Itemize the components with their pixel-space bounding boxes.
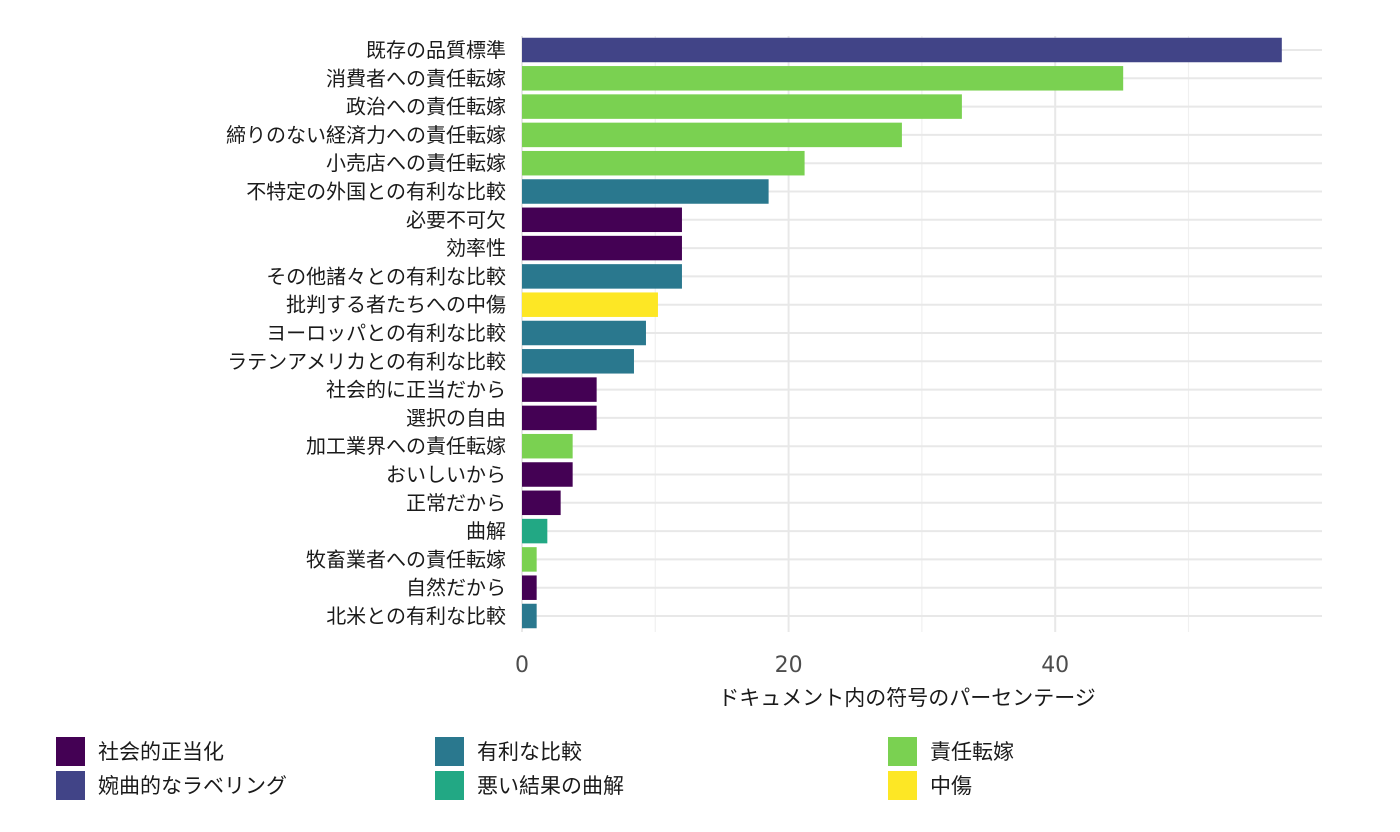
x-tick-label: 0 — [515, 653, 529, 678]
legend-swatch — [435, 737, 464, 766]
legend-label: 有利な比較 — [477, 740, 582, 764]
category-label: 自然だから — [406, 576, 506, 600]
category-label: 締りのない経済力への責任転嫁 — [226, 123, 506, 147]
legend-label: 社会的正当化 — [98, 740, 224, 764]
bar — [522, 433, 573, 459]
category-label: 正常だから — [406, 491, 506, 515]
category-label: その他諸々との有利な比較 — [266, 264, 506, 288]
category-label: 曲解 — [466, 519, 506, 543]
category-label: 効率性 — [446, 236, 506, 260]
x-tick-layer: 0 20 40 — [515, 653, 1069, 678]
category-label: ラテンアメリカとの有利な比較 — [227, 349, 506, 373]
bar — [522, 575, 537, 600]
legend-label: 悪い結果の曲解 — [477, 774, 624, 798]
legend-swatch — [56, 771, 85, 800]
category-label: 必要不可欠 — [406, 208, 506, 232]
bar — [522, 377, 597, 402]
bar — [522, 179, 769, 204]
bar — [522, 462, 573, 487]
category-label: 北米との有利な比較 — [326, 604, 506, 628]
bar — [522, 94, 962, 119]
category-label-layer: 既存の品質標準消費者への責任転嫁政治への責任転嫁締りのない経済力への責任転嫁小売… — [226, 38, 506, 628]
bar — [522, 37, 1282, 63]
bar — [522, 349, 634, 374]
category-label: 批判する者たちへの中傷 — [286, 293, 506, 317]
bar — [522, 547, 537, 572]
bar — [522, 320, 646, 346]
bar — [522, 405, 597, 431]
legend-label: 婉曲的なラベリング — [98, 774, 287, 798]
bar — [522, 490, 561, 516]
x-tick-label: 40 — [1041, 653, 1069, 678]
category-label: 牧畜業者への責任転嫁 — [306, 547, 506, 571]
category-label: 小売店への責任転嫁 — [326, 151, 506, 175]
category-label: 不特定の外国との有利な比較 — [246, 180, 506, 204]
legend-swatch — [888, 771, 917, 800]
bar — [522, 603, 537, 629]
category-label: 消費者への責任転嫁 — [326, 66, 506, 90]
bar — [522, 66, 1124, 91]
legend-label: 責任転嫁 — [930, 740, 1014, 764]
bar — [522, 235, 682, 261]
bar — [522, 150, 805, 176]
bar — [522, 264, 682, 289]
category-label: おいしいから — [386, 463, 506, 487]
x-axis-title: ドキュメント内の符号のパーセンテージ — [718, 686, 1096, 710]
legend-label: 中傷 — [930, 774, 972, 798]
legend-swatch — [888, 737, 917, 766]
bar — [522, 122, 902, 148]
legend-swatch — [56, 737, 85, 766]
x-tick-label: 20 — [775, 653, 803, 678]
category-label: 加工業界への責任転嫁 — [306, 434, 506, 458]
category-label: 政治への責任転嫁 — [346, 95, 506, 119]
category-label: 社会的に正当だから — [326, 378, 506, 402]
bar — [522, 292, 658, 317]
category-label: 既存の品質標準 — [366, 38, 506, 62]
bar — [522, 518, 548, 544]
bar-layer — [522, 37, 1282, 629]
legend-swatch — [435, 771, 464, 800]
category-label: 選択の自由 — [406, 406, 506, 430]
bar — [522, 207, 682, 233]
category-label: ヨーロッパとの有利な比較 — [266, 321, 506, 345]
